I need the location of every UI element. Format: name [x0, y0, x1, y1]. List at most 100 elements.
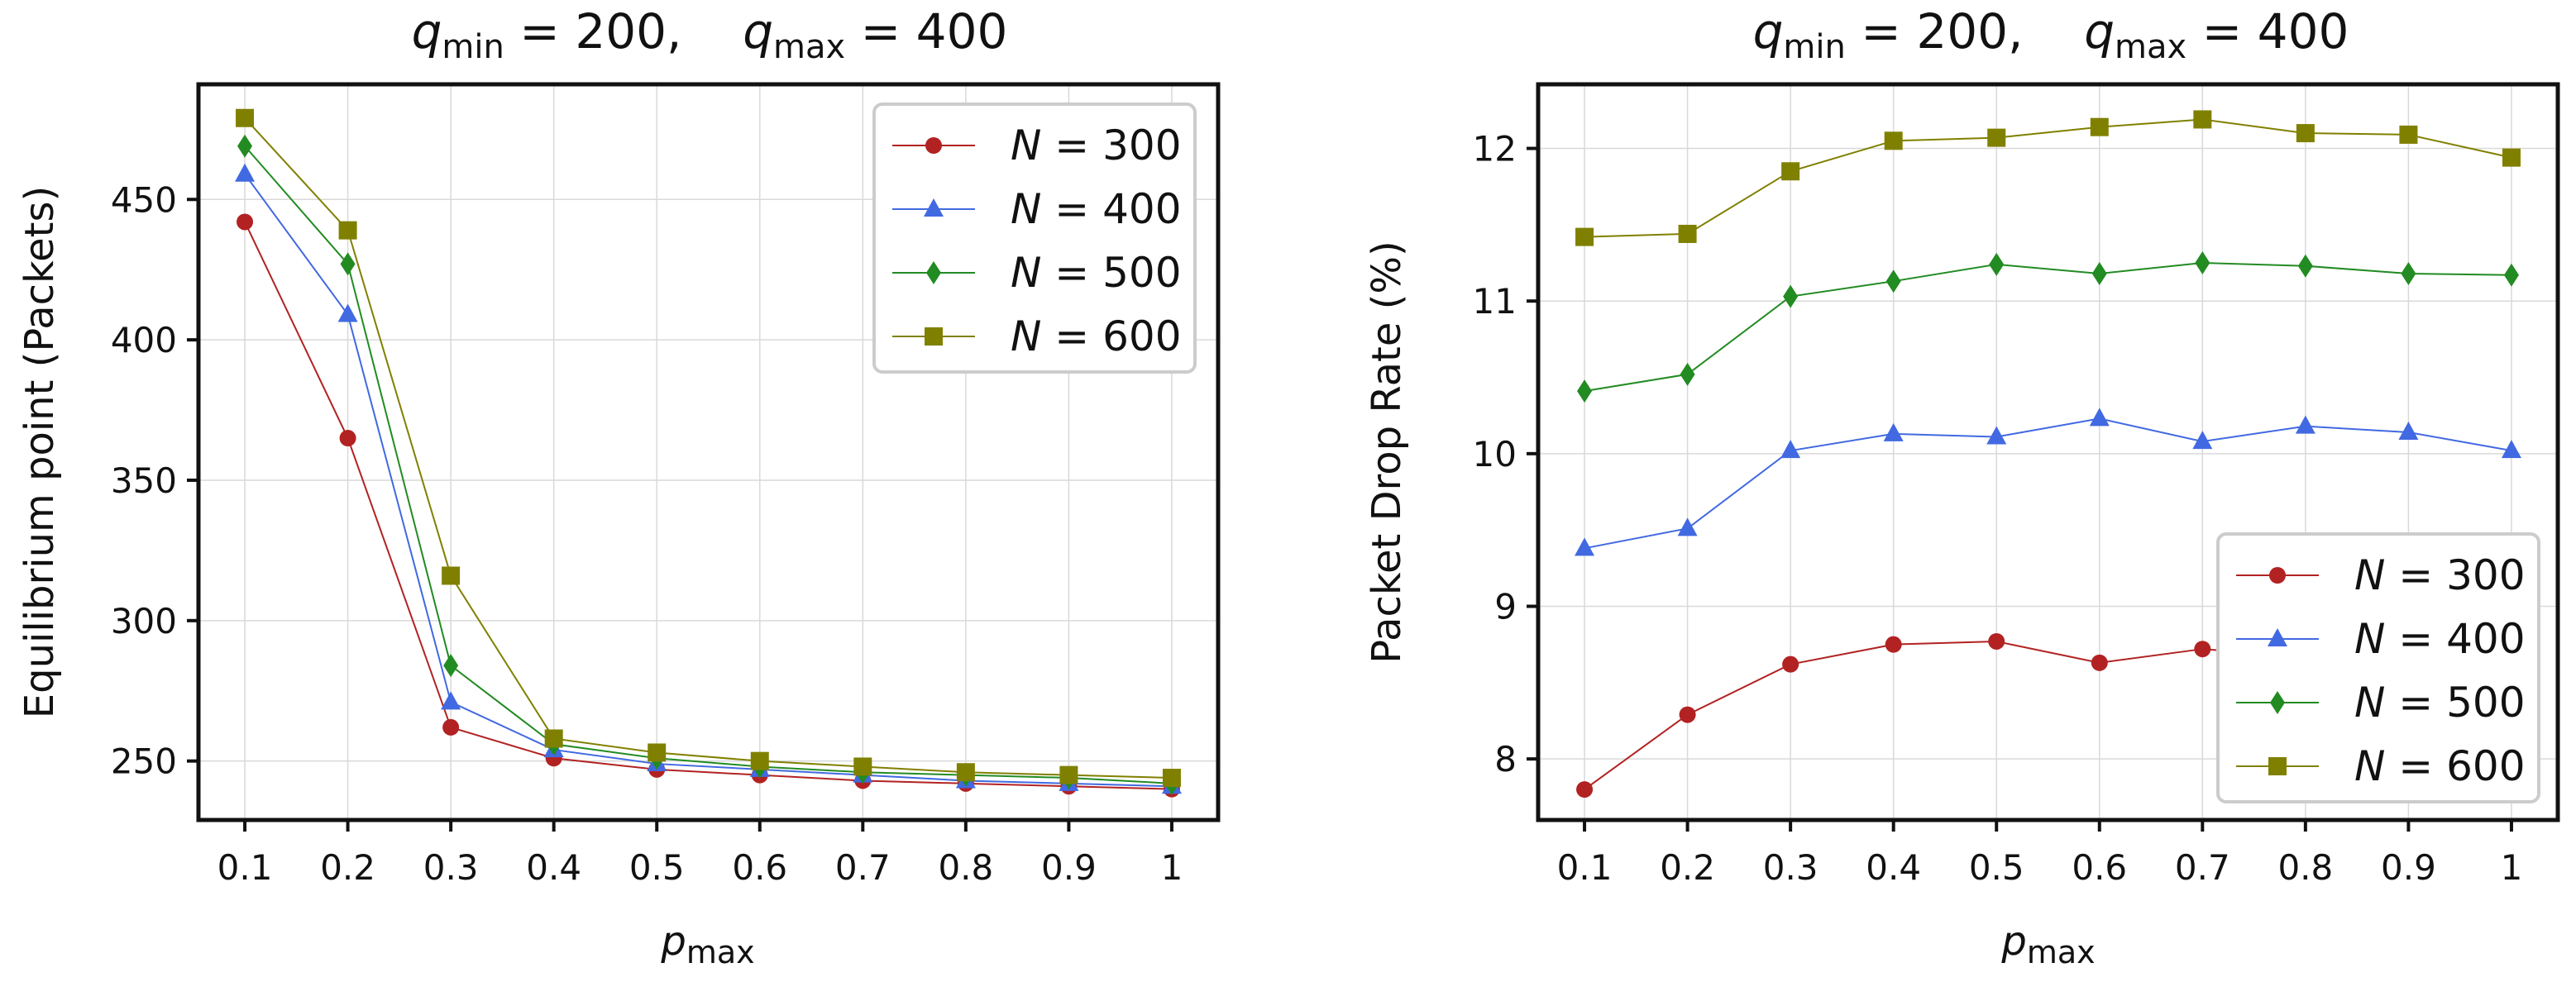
data-point [2195, 251, 2210, 275]
data-point [2089, 408, 2110, 427]
x-tick-label: 0.2 [1660, 847, 1715, 888]
legend-marker [2269, 567, 2286, 584]
y-axis-label: Equilibrium point (Packets) [17, 186, 63, 718]
legend-items: N = 300 N = 400 N = 500 N = 600 [892, 122, 1182, 360]
data-point [853, 757, 872, 776]
x-tick-label: 0.3 [423, 847, 479, 888]
data-point [442, 718, 460, 736]
data-point [236, 108, 255, 127]
x-tick-label: 0.3 [1763, 847, 1818, 888]
data-point [1680, 362, 1695, 386]
y-tick-label: 300 [111, 601, 177, 641]
x-tick-label: 0.9 [2381, 847, 2436, 888]
data-point [2090, 117, 2109, 136]
data-point [1782, 655, 1799, 673]
data-point [1677, 517, 1698, 536]
data-point [2297, 254, 2313, 278]
legend-entry: N = 300 [892, 122, 1182, 169]
y-tick-label: 12 [1473, 129, 1517, 169]
legend-marker [2268, 757, 2287, 775]
legend-entry: N = 600 [892, 312, 1182, 360]
data-point [340, 252, 356, 276]
data-point [337, 303, 358, 322]
legend-label: N = 600 [2354, 742, 2526, 790]
y-tick-label: 350 [111, 460, 177, 501]
plot-frame [196, 82, 1221, 822]
data-point [2398, 421, 2419, 440]
legend-marker [925, 327, 943, 346]
x-tick-label: 0.4 [526, 847, 581, 888]
series-layer [235, 108, 1182, 798]
y-axis-ticks: 8 9 10 11 12 [1473, 129, 1538, 779]
data-point [2193, 110, 2212, 129]
data-point [1576, 781, 1594, 798]
y-tick-label: 8 [1494, 739, 1517, 779]
data-point [648, 743, 667, 762]
x-axis-label: pmax [660, 918, 754, 970]
x-tick-label: 0.7 [2175, 847, 2230, 888]
legend-entry: N = 400 [2236, 615, 2526, 663]
data-point [1781, 162, 1800, 181]
legend-marker [925, 137, 942, 154]
data-point [2295, 415, 2316, 434]
data-point [1059, 765, 1078, 784]
data-point [1780, 440, 1801, 459]
data-point [956, 763, 975, 782]
x-axis-label: pmax [2000, 918, 2095, 970]
series-n-400 [1575, 408, 2521, 556]
data-point [442, 566, 461, 585]
legend-marker [924, 198, 944, 217]
data-point [1883, 422, 1904, 441]
legend-label: N = 400 [2354, 615, 2526, 663]
data-point [1575, 227, 1594, 246]
data-point [237, 213, 254, 231]
series-line [244, 222, 1172, 790]
data-point [1986, 426, 2007, 445]
x-tick-label: 0.2 [320, 847, 375, 888]
legend-label: N = 500 [2354, 679, 2526, 727]
data-point [443, 654, 459, 678]
data-point [544, 729, 563, 748]
legend-marker [2270, 691, 2285, 714]
series-line [244, 117, 1172, 779]
y-tick-label: 250 [111, 741, 177, 782]
x-tick-label: 0.4 [1866, 847, 1921, 888]
data-point [1678, 224, 1697, 243]
series-n-600 [1575, 110, 2521, 246]
chart-title: qmin = 200, qmax = 400 [412, 3, 1008, 66]
data-point [441, 691, 461, 710]
legend-label: N = 400 [1011, 185, 1182, 233]
data-point [2296, 124, 2315, 143]
legend-entry: N = 300 [2236, 551, 2526, 599]
series-line [1584, 417, 2512, 550]
data-point [2091, 654, 2108, 671]
data-point [339, 430, 356, 447]
data-point [2091, 261, 2107, 285]
series-n-600 [236, 108, 1181, 788]
data-point [1989, 252, 2005, 276]
data-point [1162, 769, 1181, 788]
x-tick-label: 0.7 [835, 847, 891, 888]
legend: N = 300 N = 400 N = 500 N = 600 [2216, 532, 2540, 803]
data-point [1679, 706, 1696, 723]
legend-box [2216, 532, 2540, 803]
y-axis-ticks: 250 300 350 400 450 [111, 179, 198, 782]
x-tick-label: 0.5 [1969, 847, 2024, 888]
x-tick-label: 0.8 [938, 847, 993, 888]
data-point [338, 221, 357, 240]
chart-title: qmin = 200, qmax = 400 [1753, 3, 2349, 66]
legend-box [872, 102, 1197, 374]
x-axis-ticks: 0.1 0.2 0.3 0.4 0.5 0.6 0.7 0.8 0.9 1 [217, 820, 1183, 888]
legend-entry: N = 500 [892, 249, 1182, 297]
legend-entry: N = 500 [2236, 679, 2526, 727]
series-line [244, 174, 1172, 788]
y-axis-label: Packet Drop Rate (%) [1364, 241, 1410, 663]
x-tick-label: 0.5 [629, 847, 685, 888]
data-point [1987, 128, 2006, 147]
data-point [1577, 379, 1593, 403]
legend-label: N = 500 [1011, 249, 1182, 297]
data-point [235, 163, 256, 182]
legend-entry: N = 400 [892, 185, 1182, 233]
data-point [1885, 269, 1901, 293]
